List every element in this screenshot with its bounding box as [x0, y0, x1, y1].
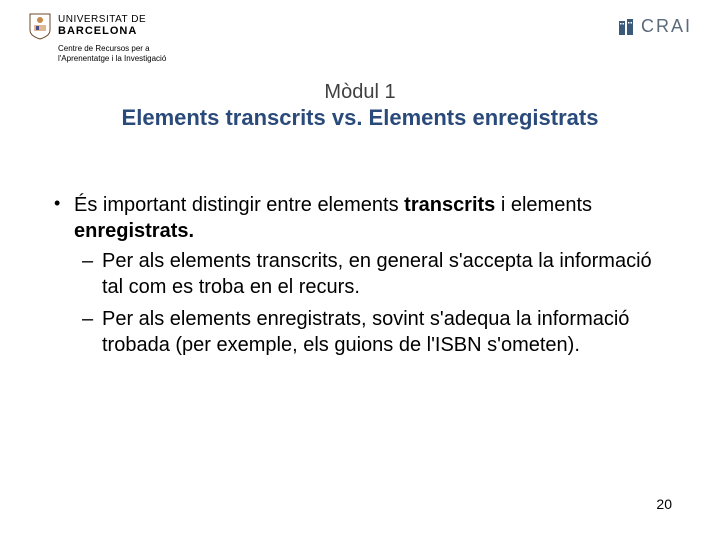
- bullet-main-mid: i elements: [495, 194, 592, 216]
- bullet-main-bold2: enregistrats.: [74, 220, 194, 242]
- sub-bullet-1: Per als elements transcrits, en general …: [74, 248, 670, 300]
- bullet-list: És important distingir entre elements tr…: [50, 192, 670, 358]
- crai-subtitle: Centre de Recursos per a l'Aprenentatge …: [58, 44, 166, 63]
- crai-sub-line2: l'Aprenentatge i la Investigació: [58, 54, 166, 64]
- bullet-main-pre: És important distingir entre elements: [74, 194, 404, 216]
- slide-title: Elements transcrits vs. Elements enregis…: [60, 104, 660, 132]
- crai-text: CRAI: [641, 16, 692, 37]
- slide-header: UNIVERSITAT DE BARCELONA Centre de Recur…: [0, 0, 720, 63]
- crai-logo: CRAI: [617, 16, 692, 37]
- content-body: És important distingir entre elements tr…: [0, 132, 720, 358]
- crai-building-icon: [617, 17, 637, 37]
- page-number: 20: [656, 496, 672, 512]
- title-block: Mòdul 1 Elements transcrits vs. Elements…: [0, 81, 720, 132]
- ub-logo: UNIVERSITAT DE BARCELONA: [28, 12, 166, 40]
- crai-sub-line1: Centre de Recursos per a: [58, 44, 166, 54]
- sub-bullet-2: Per als elements enregistrats, sovint s'…: [74, 306, 670, 358]
- ub-logo-block: UNIVERSITAT DE BARCELONA Centre de Recur…: [28, 12, 166, 63]
- ub-text: UNIVERSITAT DE BARCELONA: [58, 14, 146, 37]
- sub-bullet-list: Per als elements transcrits, en general …: [74, 248, 670, 358]
- bullet-main-bold1: transcrits: [404, 194, 495, 216]
- bullet-main: És important distingir entre elements tr…: [50, 192, 670, 358]
- ub-shield-icon: [28, 12, 52, 40]
- module-label: Mòdul 1: [60, 81, 660, 104]
- ub-line1: UNIVERSITAT DE: [58, 14, 146, 25]
- ub-line2: BARCELONA: [58, 25, 146, 37]
